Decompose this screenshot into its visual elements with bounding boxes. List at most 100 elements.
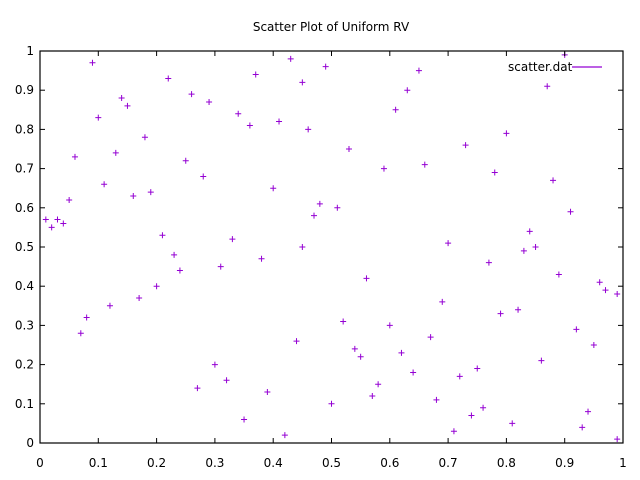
y-tick-label: 0.8 [15, 122, 34, 136]
x-tick-label: 0.3 [205, 456, 224, 470]
scatter-point [153, 283, 160, 290]
scatter-point [101, 181, 108, 188]
scatter-point [194, 385, 201, 392]
scatter-point [404, 87, 411, 94]
x-axis: 0 0.1 0.2 0.3 0.4 0.5 0.6 0.7 0.8 0.9 1 [36, 51, 627, 470]
scatter-point [590, 342, 597, 348]
scatter-point [141, 134, 148, 141]
scatter-point [66, 196, 73, 203]
scatter-point [48, 224, 55, 231]
x-tick-label: 0.2 [147, 456, 166, 470]
scatter-point [182, 157, 189, 164]
scatter-point [136, 294, 143, 301]
scatter-point [573, 326, 580, 333]
scatter-point [299, 79, 306, 86]
scatter-point [415, 67, 422, 74]
scatter-point [398, 349, 405, 356]
scatter-point [235, 110, 242, 117]
x-tick-label: 0 [36, 456, 44, 470]
y-tick-label: 0.5 [15, 240, 34, 254]
y-tick-label: 1 [26, 44, 34, 58]
scatter-point [468, 412, 475, 419]
scatter-point [520, 247, 527, 254]
scatter-point [241, 416, 248, 423]
scatter-point [596, 279, 603, 286]
scatter-point [211, 361, 218, 368]
scatter-point [462, 142, 469, 149]
scatter-point [188, 91, 195, 98]
scatter-point [544, 83, 551, 90]
scatter-point [60, 220, 67, 227]
scatter-point [176, 267, 183, 274]
scatter-point [614, 291, 621, 298]
y-tick-label: 0.3 [15, 318, 34, 332]
scatter-point [112, 149, 119, 156]
scatter-point [316, 200, 323, 207]
scatter-point [538, 357, 545, 364]
scatter-point [614, 436, 621, 443]
scatter-point [165, 75, 172, 82]
scatter-point [555, 271, 562, 278]
scatter-point [567, 208, 574, 215]
scatter-point [410, 369, 417, 376]
scatter-point [130, 193, 137, 200]
scatter-point [124, 102, 131, 109]
scatter-point [357, 353, 364, 360]
scatter-point [95, 114, 102, 121]
legend: scatter.dat [508, 60, 602, 74]
scatter-point [450, 428, 457, 435]
scatter-point [550, 177, 557, 184]
scatter-point [456, 373, 463, 380]
scatter-point [363, 275, 370, 282]
scatter-point [258, 255, 265, 262]
scatter-point [526, 228, 533, 235]
scatter-point [77, 330, 84, 337]
scatter-point [340, 318, 347, 325]
scatter-point [602, 287, 609, 294]
scatter-point [532, 244, 539, 250]
scatter-point [439, 298, 446, 305]
x-tick-label: 0.1 [89, 456, 108, 470]
x-tick-label: 0.5 [322, 456, 341, 470]
scatter-point [480, 404, 487, 411]
scatter-point [369, 392, 376, 399]
scatter-point [485, 259, 492, 266]
y-tick-label: 0.7 [15, 162, 34, 176]
y-axis: 0 0.1 0.2 0.3 0.4 0.5 0.6 0.7 0.8 0.9 1 [15, 44, 623, 450]
x-tick-label: 0.7 [439, 456, 458, 470]
scatter-point [334, 204, 341, 211]
x-tick-label: 0.4 [264, 456, 283, 470]
x-tick-label: 0.8 [497, 456, 516, 470]
scatter-point [421, 161, 428, 168]
y-tick-label: 0.9 [15, 83, 34, 97]
scatter-point [106, 302, 113, 309]
scatter-point [83, 314, 90, 321]
scatter-point [392, 106, 399, 113]
scatter-point [345, 146, 352, 152]
scatter-point [299, 244, 306, 250]
scatter-point [474, 365, 481, 372]
scatter-point [585, 408, 592, 415]
scatter-point [118, 95, 125, 102]
scatter-point [270, 185, 277, 192]
y-tick-label: 0.4 [15, 279, 34, 293]
scatter-point [281, 432, 288, 439]
scatter-point [200, 173, 207, 180]
scatter-point [287, 55, 294, 62]
scatter-point [351, 345, 358, 352]
scatter-point [497, 310, 504, 317]
scatter-point [427, 334, 434, 341]
scatter-point [503, 130, 510, 137]
scatter-point [509, 420, 516, 427]
scatter-point [579, 424, 586, 431]
scatter-point [311, 212, 318, 219]
scatter-point [375, 381, 382, 388]
y-tick-label: 0 [26, 436, 34, 450]
y-tick-label: 0.1 [15, 397, 34, 411]
scatter-point [328, 400, 335, 407]
scatter-points [42, 51, 621, 443]
scatter-point [322, 63, 329, 70]
x-tick-label: 1 [619, 456, 627, 470]
scatter-point [491, 169, 498, 176]
